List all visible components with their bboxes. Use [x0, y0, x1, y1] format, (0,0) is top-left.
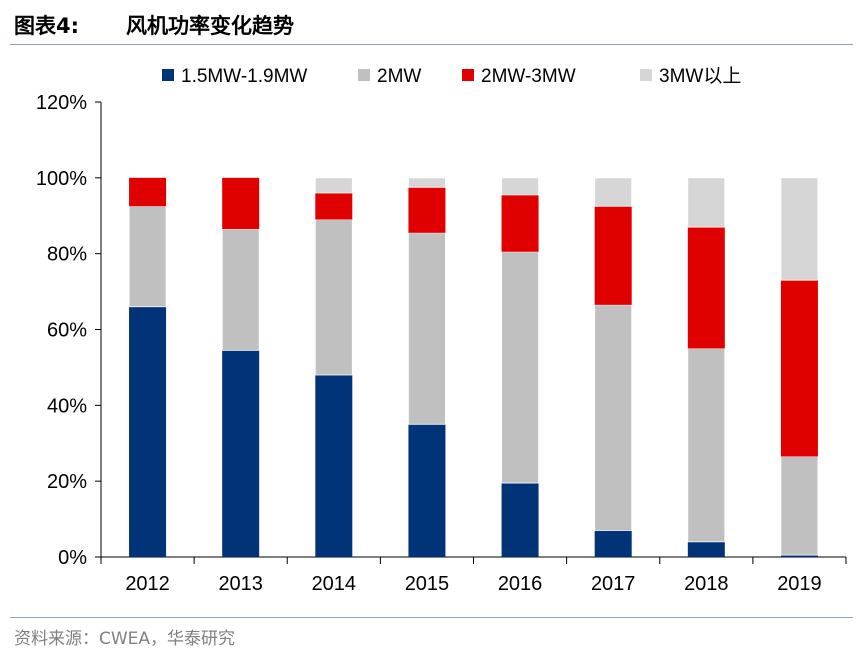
bar-segment [501, 177, 539, 196]
bar-segment [594, 304, 633, 531]
legend-swatch [462, 69, 474, 81]
chart-legend: 1.5MW-1.9MW 2MW 2MW-3MW 3MW以上 [162, 65, 741, 87]
bar-segment [687, 177, 726, 228]
figure-label: 图表4: [14, 14, 80, 38]
legend-label: 3MW以上 [659, 65, 741, 87]
x-axis: 2012 2013 2014 2015 2016 2017 2018 2019 [100, 556, 847, 595]
bar-segment [594, 177, 633, 207]
x-tick-label: 2015 [405, 573, 450, 595]
y-axis: 0% 20% 40% 60% 80% 100% 120% [36, 92, 102, 569]
y-tick-label: 0% [58, 547, 87, 569]
bar-segment [314, 177, 353, 194]
y-tick-label: 20% [47, 471, 87, 493]
figure-title-text: 风机功率变化趋势 [126, 14, 294, 38]
source-divider [10, 617, 853, 618]
bar-segment [780, 280, 818, 457]
x-tick-label: 2014 [312, 573, 357, 595]
legend-swatch [162, 69, 174, 81]
x-tick-label: 2016 [498, 573, 543, 595]
bar-segment [408, 177, 446, 188]
bar-segment [501, 483, 539, 557]
bar-segment [314, 219, 353, 376]
y-tick-label: 40% [47, 395, 87, 417]
bar-segment [594, 530, 632, 557]
bar-segment [501, 194, 539, 252]
chart-bars [128, 177, 819, 557]
y-tick-label: 100% [36, 168, 87, 190]
bar-segment [129, 177, 167, 207]
legend-label: 2MW-3MW [481, 66, 576, 87]
bar-segment [687, 541, 725, 557]
y-tick-label: 120% [36, 92, 87, 114]
bar-segment [129, 306, 167, 557]
legend-label: 1.5MW-1.9MW [181, 66, 307, 87]
bar-segment [780, 555, 818, 557]
bar-segment [315, 193, 353, 220]
source-note: 资料来源：CWEA，华泰研究 [14, 629, 236, 649]
bar-segment [408, 187, 446, 233]
bar-segment [221, 228, 260, 351]
bar-segment [222, 177, 260, 230]
bar-segment [222, 350, 260, 557]
bar-segment [780, 177, 819, 281]
y-tick-label: 80% [47, 244, 87, 266]
bar-segment [594, 206, 632, 305]
y-tick-label: 60% [47, 320, 87, 342]
bar-segment [687, 227, 725, 349]
bar-segment [501, 251, 539, 484]
title-divider [10, 44, 853, 45]
x-tick-label: 2013 [218, 573, 263, 595]
x-tick-label: 2019 [777, 573, 822, 595]
legend-label: 2MW [377, 66, 421, 87]
x-tick-label: 2017 [591, 573, 636, 595]
x-tick-label: 2018 [684, 573, 729, 595]
legend-swatch [640, 69, 652, 81]
bar-segment [687, 348, 726, 543]
bar-segment [780, 456, 819, 556]
bar-segment [408, 424, 446, 557]
legend-swatch [358, 69, 370, 81]
x-tick-label: 2012 [125, 573, 170, 595]
bar-segment [128, 205, 167, 308]
figure-title: 图表4: 风机功率变化趋势 [14, 10, 294, 40]
bar-segment [408, 232, 446, 425]
bar-segment [315, 375, 353, 557]
